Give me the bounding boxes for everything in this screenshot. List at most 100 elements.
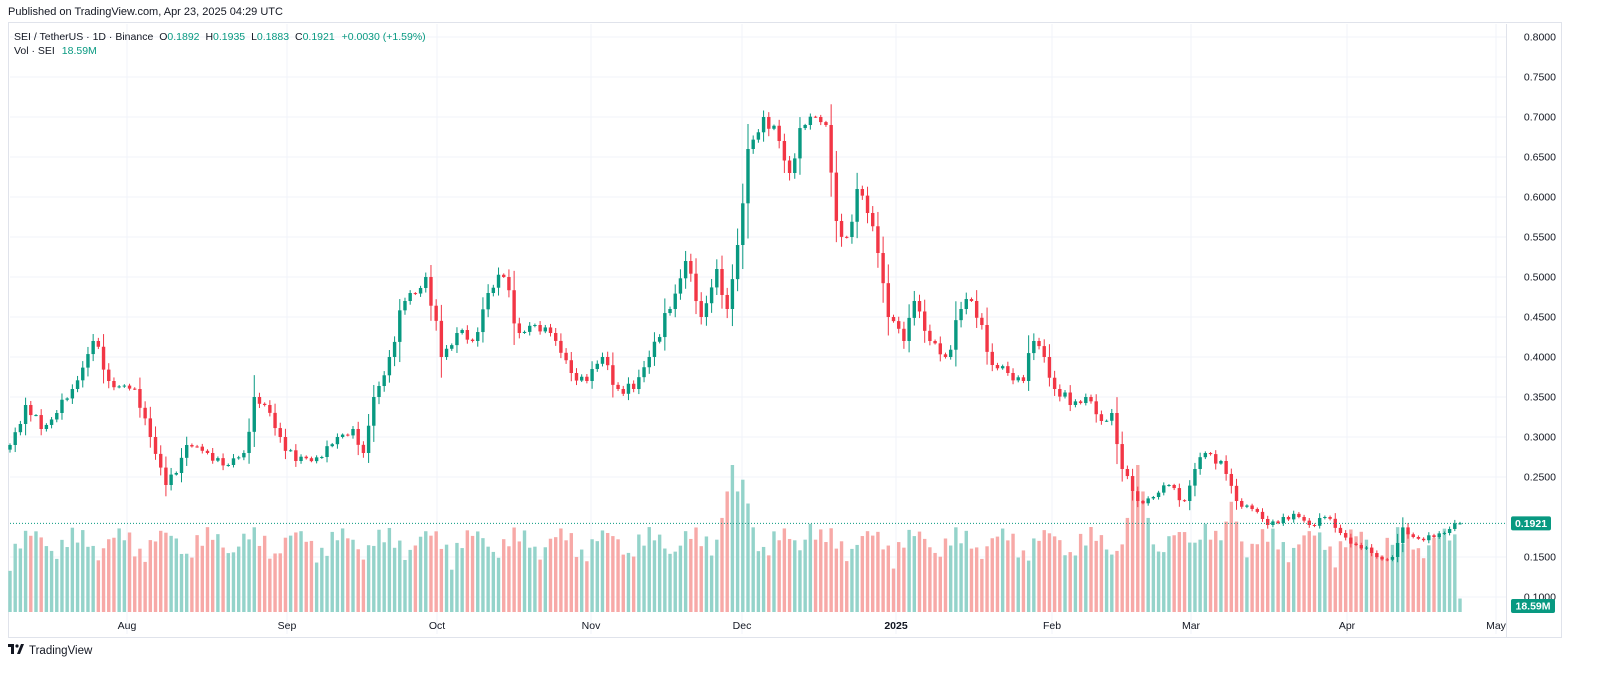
candle (1338, 524, 1343, 536)
volume-bar (1078, 533, 1083, 612)
candle (29, 400, 33, 422)
open-label: O (159, 31, 168, 43)
candle (730, 264, 735, 327)
candle (1203, 451, 1208, 460)
volume-bar (585, 561, 589, 612)
candle (148, 406, 153, 448)
candle (761, 110, 766, 142)
published-caption: Published on TradingView.com, Apr 23, 20… (8, 6, 283, 18)
volume-bar (1026, 560, 1031, 612)
volume-bar (1291, 547, 1296, 612)
candle (881, 236, 885, 303)
volume-bar (891, 568, 896, 612)
y-tick-label: 0.5500 (1524, 232, 1556, 244)
candle (813, 115, 818, 118)
volume-bar (1120, 544, 1124, 612)
volume-bar (309, 540, 314, 612)
volume-bar (1286, 562, 1291, 612)
candle (44, 423, 49, 432)
candle (1266, 515, 1270, 529)
candle (959, 301, 963, 328)
candle (1224, 455, 1228, 481)
volume-bar (1328, 546, 1332, 612)
y-tick-label: 0.7500 (1524, 72, 1556, 84)
candle (23, 397, 28, 436)
candle (1432, 533, 1436, 539)
candle (190, 443, 194, 448)
volume-bar (1229, 501, 1234, 612)
candle (829, 104, 833, 197)
volume-bar (200, 545, 204, 612)
candle (465, 325, 470, 344)
candle (429, 265, 433, 321)
volume-bar (959, 543, 963, 612)
volume-bar (559, 528, 563, 612)
volume-bar (528, 547, 532, 612)
volume-bar (221, 547, 225, 612)
candle (948, 345, 953, 360)
volume-bar (621, 554, 625, 612)
candle (236, 455, 241, 460)
candle (502, 273, 506, 278)
volume-bar (1406, 531, 1410, 612)
legend-price-row: SEI / TetherUS · 1D · Binance O0.1892 H0… (14, 30, 426, 44)
candle (1104, 419, 1109, 422)
candle (642, 360, 646, 383)
volume-bar (169, 535, 173, 612)
candle (1042, 339, 1046, 363)
volume-bar (865, 531, 870, 612)
volume-bar (803, 539, 807, 612)
candle (221, 453, 225, 471)
volume-bar (1104, 549, 1109, 612)
volume-bar (1021, 550, 1026, 612)
candle (574, 368, 579, 386)
candle (741, 183, 745, 270)
volume-bar (1208, 539, 1213, 612)
candle (1406, 522, 1410, 539)
volume-bar (512, 527, 516, 612)
volume-bar (943, 538, 948, 612)
volume-bar (772, 531, 776, 612)
candle (470, 338, 475, 343)
candle (1317, 513, 1322, 529)
candle (159, 445, 163, 476)
volume-bar (159, 530, 163, 612)
volume-bar (398, 540, 402, 612)
volume-bar (1442, 528, 1447, 612)
volume-bar (257, 545, 262, 612)
candle (860, 185, 865, 200)
volume-bar (907, 529, 911, 612)
volume-bar (1136, 465, 1140, 612)
chart-legend: SEI / TetherUS · 1D · Binance O0.1892 H0… (14, 30, 426, 58)
candle (1323, 515, 1327, 520)
candle (444, 345, 449, 360)
candle (55, 410, 59, 423)
volume-bar (382, 542, 386, 612)
volume-bar (824, 542, 828, 612)
symbol-label[interactable]: SEI / TetherUS · 1D · Binance (14, 31, 154, 43)
volume-bar (377, 529, 381, 612)
volume-bar (278, 553, 282, 612)
volume-bar (1359, 531, 1363, 612)
volume-label[interactable]: Vol · SEI (14, 45, 55, 57)
candle (1006, 361, 1010, 376)
volume-bar (860, 536, 865, 612)
volume-bar (720, 517, 724, 612)
last-price-label: 0.1921 (1515, 518, 1547, 530)
candle (538, 321, 542, 335)
volume-bar (1032, 538, 1036, 612)
candle (205, 449, 210, 455)
volume-bar (974, 547, 979, 612)
candle (309, 456, 314, 463)
candle (1411, 532, 1415, 539)
candle (1297, 512, 1301, 519)
candle (850, 214, 854, 244)
candle (1369, 544, 1374, 557)
x-tick-label: Mar (1182, 620, 1201, 632)
volume-bar (1177, 532, 1182, 612)
volume-bar (735, 491, 740, 612)
candle (366, 413, 371, 463)
volume-bar (340, 528, 345, 612)
candle (34, 414, 38, 417)
